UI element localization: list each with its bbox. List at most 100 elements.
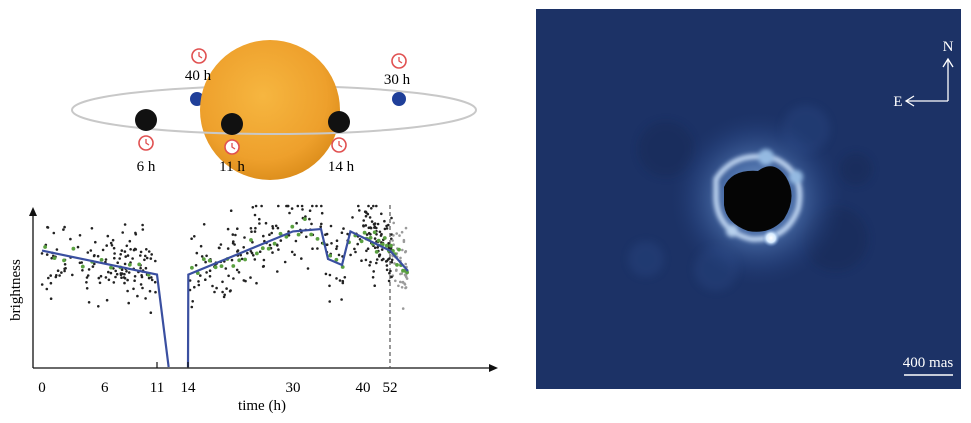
raw-data-point — [191, 300, 194, 303]
raw-data-point — [91, 265, 95, 268]
raw-data-point — [236, 249, 240, 252]
raw-data-point — [402, 240, 406, 244]
raw-data-point — [393, 262, 396, 265]
raw-data-point — [395, 268, 398, 272]
raw-data-point — [133, 279, 136, 283]
binned-data-point — [382, 236, 387, 240]
binned-data-point — [201, 257, 206, 261]
raw-data-point — [364, 214, 368, 218]
raw-data-point — [400, 230, 404, 234]
raw-data-point — [226, 247, 230, 250]
raw-data-point — [120, 276, 123, 280]
raw-data-point — [383, 227, 387, 231]
raw-data-point — [288, 211, 291, 215]
raw-data-point — [213, 290, 216, 294]
raw-data-point — [131, 257, 134, 260]
raw-data-point — [205, 254, 208, 258]
raw-data-point — [369, 260, 372, 264]
raw-data-point — [349, 253, 352, 257]
binned-data-point — [190, 265, 194, 270]
raw-data-point — [253, 230, 257, 233]
raw-data-point — [140, 275, 144, 279]
raw-data-point — [404, 250, 407, 254]
raw-data-point — [343, 276, 347, 279]
raw-data-point — [121, 231, 124, 234]
raw-data-point — [194, 264, 198, 267]
raw-data-point — [113, 252, 116, 255]
raw-data-point — [271, 225, 274, 228]
raw-data-point — [404, 274, 408, 278]
raw-data-point — [133, 275, 137, 278]
raw-data-point — [227, 274, 230, 278]
raw-data-point — [228, 289, 232, 293]
raw-data-point — [293, 253, 296, 256]
x-tick-label: 6 — [101, 380, 109, 396]
raw-data-point — [232, 277, 235, 280]
raw-data-point — [188, 279, 192, 282]
raw-data-point — [404, 262, 408, 266]
raw-data-point — [93, 262, 96, 266]
raw-data-point — [330, 242, 333, 245]
binned-data-point — [99, 258, 104, 262]
binned-data-point — [80, 264, 85, 269]
raw-data-point — [105, 298, 109, 302]
raw-data-point — [385, 268, 389, 272]
raw-data-point — [113, 256, 116, 260]
orbit-and-lightcurve-figure: 40 h 30 h 6 h 11 h 14 h 0 6 11 14 30 40 52 bri… — [8, 40, 498, 414]
raw-data-point — [380, 248, 384, 251]
raw-data-point — [221, 280, 224, 284]
raw-data-point — [342, 227, 345, 230]
x-tick-label: 0 — [38, 380, 46, 396]
compass-east-label: E — [893, 94, 902, 110]
raw-data-point — [335, 239, 339, 242]
raw-data-point — [354, 250, 357, 254]
planet-at-6h — [135, 109, 157, 131]
raw-data-point — [373, 222, 377, 225]
binned-data-point — [368, 235, 373, 240]
raw-data-point — [49, 281, 53, 285]
raw-data-point — [97, 305, 100, 308]
raw-data-point — [123, 250, 127, 253]
raw-data-point — [237, 271, 241, 274]
raw-data-point — [147, 250, 151, 253]
planet-at-14h — [328, 111, 350, 133]
raw-data-point — [45, 287, 49, 291]
raw-data-point — [139, 254, 142, 257]
raw-data-point — [341, 279, 345, 283]
raw-data-point — [253, 258, 257, 261]
compass-north-label: N — [943, 39, 954, 55]
raw-data-point — [97, 276, 101, 280]
raw-data-point — [116, 261, 119, 265]
raw-data-point — [305, 235, 308, 239]
binned-data-point — [231, 264, 236, 268]
raw-data-point — [134, 231, 137, 235]
raw-data-point — [123, 281, 126, 285]
coronagraph-mask — [724, 166, 792, 232]
raw-data-point — [132, 287, 135, 291]
binned-data-point — [243, 257, 248, 262]
raw-data-point — [399, 256, 402, 260]
binned-data-point — [309, 232, 314, 237]
raw-data-point — [328, 284, 331, 288]
raw-data-point — [52, 231, 56, 235]
raw-data-point — [271, 251, 274, 254]
raw-data-point — [226, 227, 230, 231]
model-curve-segment — [41, 249, 170, 368]
binned-data-point — [266, 246, 271, 251]
raw-data-point — [208, 275, 212, 278]
raw-data-point — [90, 227, 94, 230]
raw-data-point — [380, 212, 383, 216]
clock-icon — [331, 137, 347, 153]
raw-data-point — [373, 246, 377, 250]
raw-data-point — [401, 307, 405, 310]
binned-data-point — [334, 257, 339, 262]
raw-data-point — [98, 281, 102, 285]
raw-data-point — [217, 246, 221, 250]
raw-data-point — [390, 275, 393, 279]
binned-data-point — [296, 232, 301, 237]
raw-data-point — [300, 257, 303, 260]
raw-data-point — [387, 279, 391, 283]
x-axis-arrow — [489, 364, 498, 372]
raw-data-point — [250, 230, 253, 233]
raw-data-point — [86, 251, 90, 254]
